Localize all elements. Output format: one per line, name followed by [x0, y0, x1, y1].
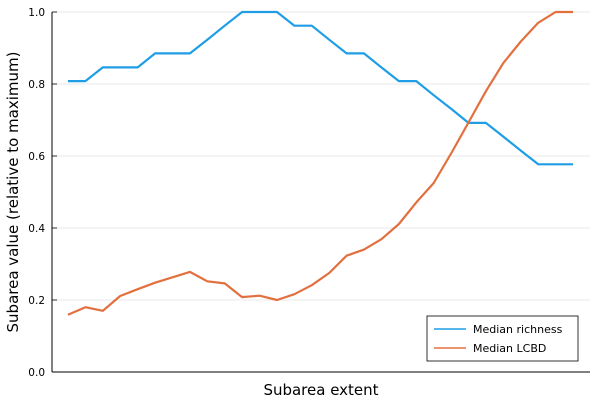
series-line-median-lcbd	[67, 10, 573, 316]
y-tick-label: 1.0	[28, 7, 45, 19]
y-tick-label: 0.2	[28, 295, 45, 307]
y-tick-label: 0.8	[28, 79, 45, 91]
legend: Median richness Median LCBD	[426, 315, 579, 362]
axes	[51, 12, 590, 373]
y-tick-label: 0.0	[28, 367, 45, 379]
legend-box	[426, 315, 579, 362]
legend-label-richness: Median richness	[473, 323, 563, 336]
x-axis-title: Subarea extent	[263, 381, 378, 399]
legend-label-lcbd: Median LCBD	[473, 342, 546, 355]
y-tick-label: 0.6	[28, 151, 45, 163]
y-tick-label: 0.4	[28, 223, 45, 235]
series-lines	[67, 10, 573, 316]
y-tick-labels: 0.0 0.2 0.4 0.6 0.8 1.0	[28, 7, 57, 379]
y-axis-title: Subarea value (relative to maximum)	[4, 52, 22, 333]
series-line-median-richness	[68, 10, 573, 166]
